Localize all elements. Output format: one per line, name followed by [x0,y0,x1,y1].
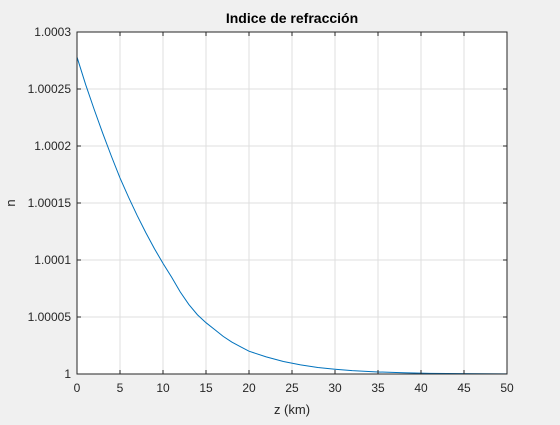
x-tick-label: 25 [285,381,299,395]
y-tick-label: 1.0003 [34,25,71,39]
series-line [76,56,508,375]
x-tick-label: 15 [199,381,213,395]
y-tick-label: 1.0002 [34,139,71,153]
chart-title: Indice de refracción [226,10,358,26]
x-tick-label: 10 [156,381,170,395]
series-group [76,56,508,375]
x-tick-label: 40 [414,381,428,395]
x-tick-label: 35 [371,381,385,395]
x-tick-label: 45 [457,381,471,395]
y-tick-label: 1.00005 [28,310,72,324]
y-tick-label: 1.00025 [28,82,72,96]
x-tick-label: 20 [242,381,256,395]
y-tick-label: 1.00015 [28,196,72,210]
y-tick-label: 1 [64,367,71,381]
x-tick-label: 0 [74,381,81,395]
y-tick-label: 1.0001 [34,253,71,267]
x-tick-label: 50 [500,381,514,395]
x-axis-label: z (km) [274,402,310,417]
x-tick-label: 30 [328,381,342,395]
tick-labels: 0 5 10 15 20 25 30 35 40 45 50 1 1.00005 1.0001 1.0001… [28,25,514,395]
y-axis-label: n [3,199,18,206]
x-tick-label: 5 [117,381,124,395]
ticks [76,31,508,375]
